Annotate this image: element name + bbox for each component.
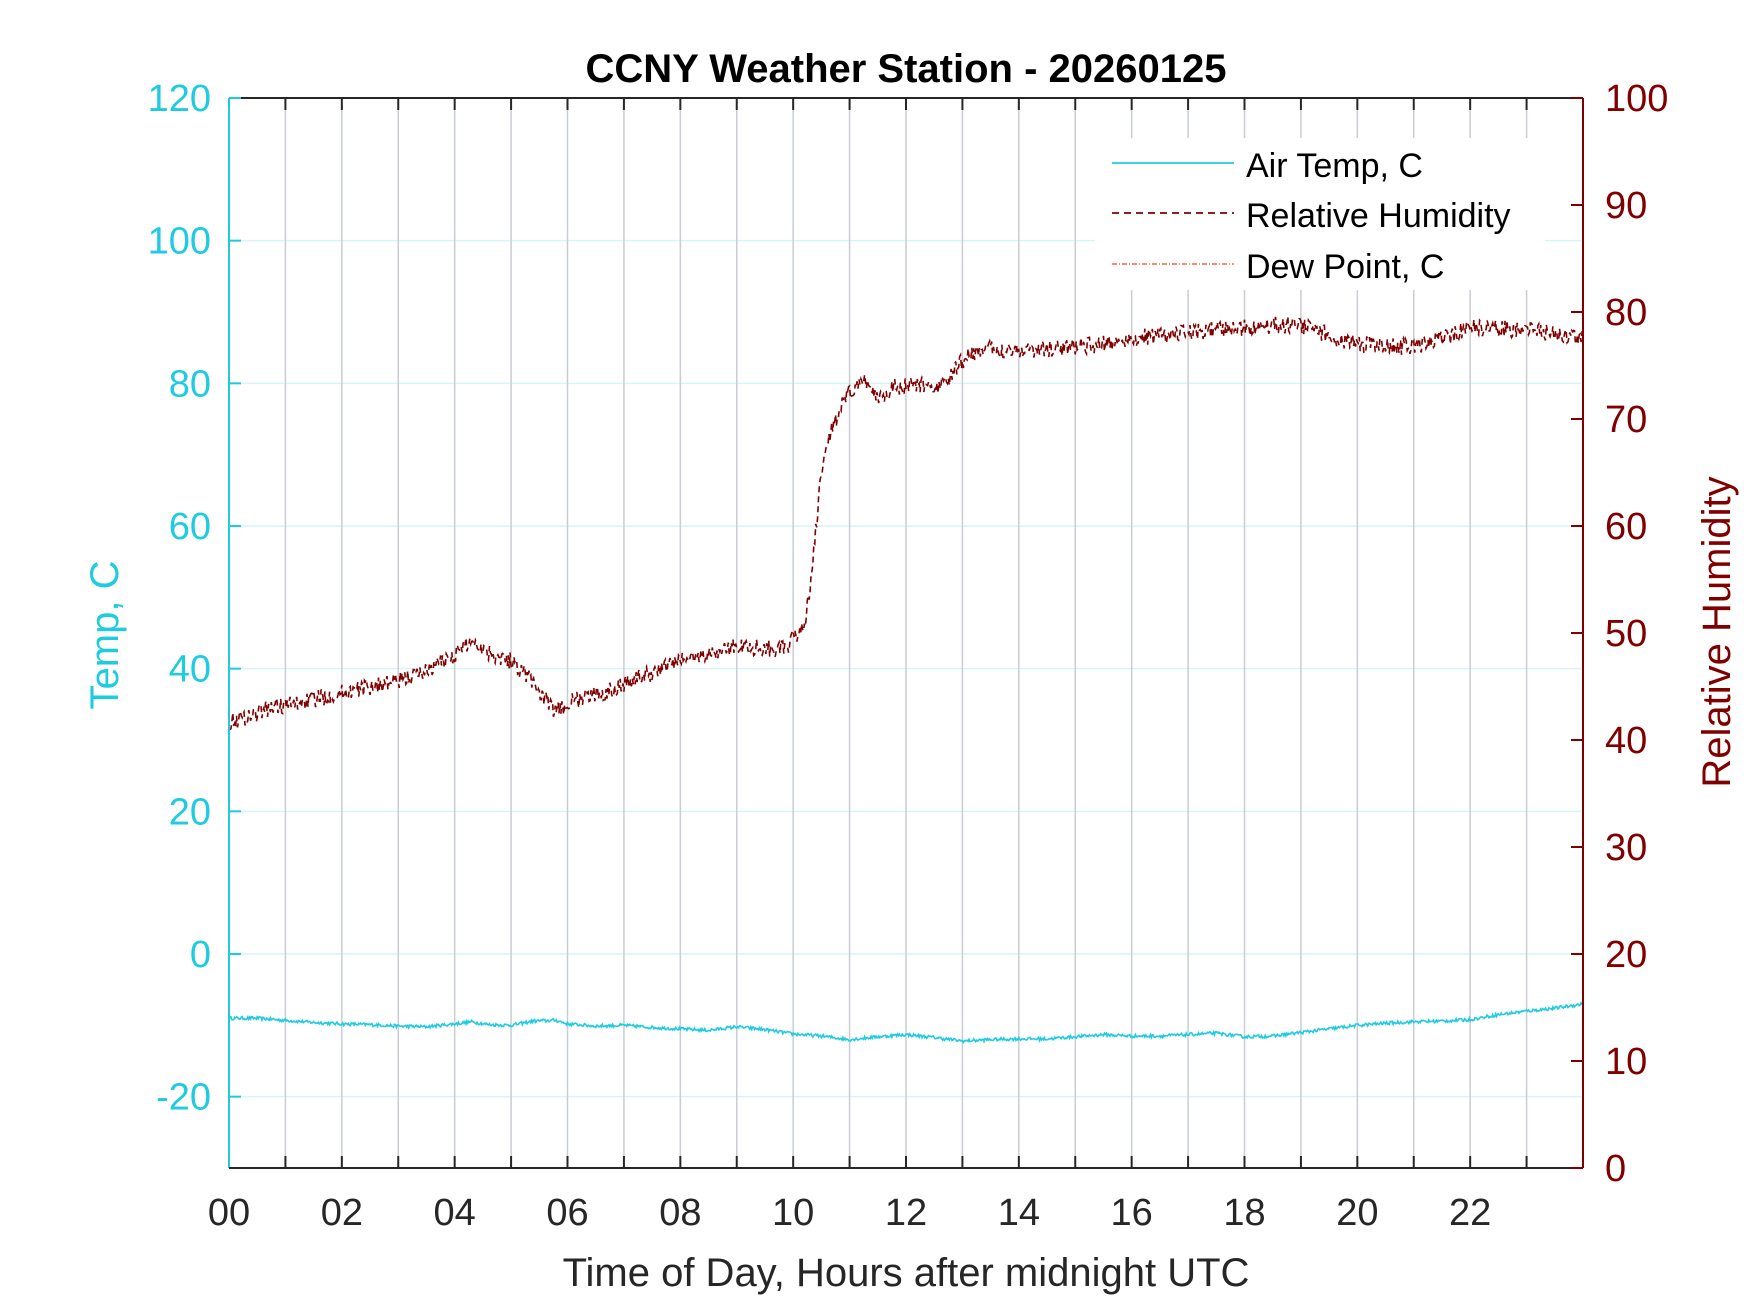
x-tick-label: 04: [434, 1192, 476, 1234]
series-lines: [228, 315, 1584, 1044]
y-right-tick-label: 10: [1605, 1041, 1647, 1083]
x-tick-label: 10: [772, 1192, 814, 1234]
y-right-tick-label: 50: [1605, 613, 1647, 655]
x-tick-label: 16: [1111, 1192, 1153, 1234]
y-right-tick-label: 40: [1605, 720, 1647, 762]
legend-label-relative-humidity: Relative Humidity: [1246, 197, 1511, 235]
series-air-temp-c: [228, 1001, 1584, 1044]
y-right-tick-label: 90: [1605, 185, 1647, 227]
y-axis-right-label: Relative Humidity: [1695, 476, 1739, 787]
y-right-tick-label: 80: [1605, 292, 1647, 334]
x-tick-label: 14: [998, 1192, 1040, 1234]
y-left-tick-label: -20: [156, 1077, 211, 1119]
x-tick-label: 02: [321, 1192, 363, 1234]
x-tick-label: 22: [1449, 1192, 1491, 1234]
y-right-tick-label: 0: [1605, 1148, 1626, 1190]
axes: [228, 97, 1584, 1169]
y-left-tick-label: 20: [169, 791, 211, 833]
y-left-tick-label: 40: [169, 649, 211, 691]
y-right-tick-label: 100: [1605, 78, 1668, 120]
y-right-tick-label: 20: [1605, 934, 1647, 976]
x-axis-label: Time of Day, Hours after midnight UTC: [563, 1251, 1250, 1295]
y-left-tick-label: 0: [190, 934, 211, 976]
x-tick-label: 06: [546, 1192, 588, 1234]
series-relative-humidity: [228, 315, 1584, 731]
y-left-tick-label: 80: [169, 363, 211, 405]
y-right-tick-label: 60: [1605, 506, 1647, 548]
y-right-tick-label: 70: [1605, 399, 1647, 441]
x-tick-label: 08: [659, 1192, 701, 1234]
grid-lines: [229, 97, 1583, 1168]
y-left-tick-label: 100: [148, 221, 211, 263]
y-axis-left-label: Temp, C: [83, 561, 127, 710]
y-left-tick-label: 120: [148, 78, 211, 120]
tick-labels: 00 02 04 06 08 10 12 14 16 18 20 22-200204060801001…: [148, 78, 1669, 1234]
y-right-tick-label: 30: [1605, 827, 1647, 869]
legend-label-air-temp: Air Temp, C: [1246, 147, 1423, 185]
legend-label-dew-point: Dew Point, C: [1246, 248, 1444, 286]
y-left-tick-label: 60: [169, 506, 211, 548]
x-tick-label: 18: [1223, 1192, 1265, 1234]
x-tick-label: 00: [208, 1192, 250, 1234]
chart-title: CCNY Weather Station - 20260125: [586, 47, 1227, 91]
legend: Air Temp, C Relative Humidity Dew Point,…: [1095, 138, 1545, 290]
x-tick-label: 20: [1336, 1192, 1378, 1234]
x-tick-label: 12: [885, 1192, 927, 1234]
